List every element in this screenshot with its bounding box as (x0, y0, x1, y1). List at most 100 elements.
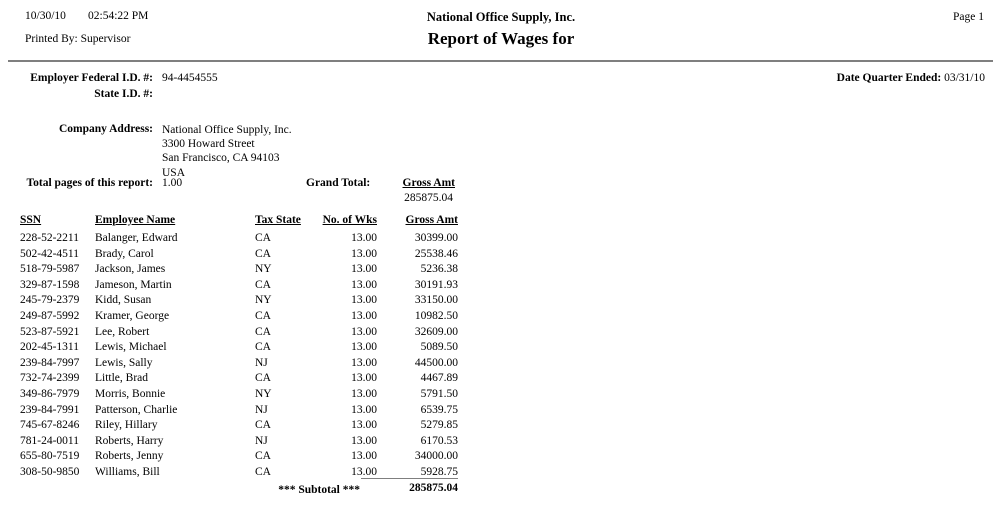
gross-amt-cell: 5791.50 (420, 387, 458, 400)
employee-table-body: 228-52-2211 Balanger, Edward CA 13.00 30399.… (20, 231, 458, 481)
weeks-cell: 13.00 (351, 263, 377, 276)
company-address-line: USA (162, 166, 186, 179)
weeks-cell: 13.00 (351, 434, 377, 447)
ssn-cell: 502-42-4511 (20, 247, 79, 260)
grand-total-value: 285875.04 (404, 192, 453, 204)
subtotal-label: *** Subtotal *** (278, 484, 360, 496)
tax-state-cell: CA (255, 232, 271, 244)
tax-state-cell: NJ (255, 356, 268, 369)
tax-state-cell: CA (255, 341, 271, 354)
weeks-column-header: No. of Wks (322, 214, 377, 226)
ssn-cell: 349-86-7979 (20, 387, 80, 400)
ssn-cell: 655-80-7519 (20, 450, 80, 463)
report-header: National Office Supply, Inc. Report of W… (0, 10, 1002, 49)
tax-state-cell: CA (255, 309, 271, 322)
gross-amt-cell: 30399.00 (414, 232, 458, 244)
employee-name-cell: Balanger, Edward (95, 232, 178, 244)
table-row: 523-87-5921 Lee, Robert CA 13.00 32609.00 (20, 325, 458, 341)
employee-name-cell: Jackson, James (95, 263, 166, 276)
table-row: 655-80-7519 Roberts, Jenny CA 13.00 34000.00 (20, 449, 458, 465)
weeks-cell: 13.00 (351, 356, 377, 369)
table-row: 781-24-0011 Roberts, Harry NJ 13.00 6170.53 (20, 434, 458, 450)
table-row: 245-79-2379 Kidd, Susan NY 13.00 33150.00 (20, 293, 458, 309)
weeks-cell: 13.00 (351, 278, 377, 291)
weeks-cell: 13.00 (351, 294, 377, 307)
weeks-cell: 13.00 (351, 325, 377, 338)
table-row: 228-52-2211 Balanger, Edward CA 13.00 30399.… (20, 231, 458, 247)
print-date: 10/30/10 (25, 10, 66, 22)
page-number: Page 1 (953, 11, 984, 23)
company-address: National Office Supply, Inc. 3300 Howard… (162, 123, 292, 180)
employee-name-cell: Roberts, Jenny (95, 450, 164, 463)
employee-table-header: SSN Employee Name Tax State No. of Wks G… (20, 214, 458, 230)
gross-amt-cell: 5928.75 (420, 465, 458, 478)
table-row: 732-74-2399 Little, Brad CA 13.00 4467.89 (20, 371, 458, 387)
table-row: 239-84-7997 Lewis, Sally NJ 13.00 44500.00 (20, 356, 458, 372)
subtotal-value: 285875.04 (361, 478, 458, 494)
employee-name-cell: Lee, Robert (95, 325, 150, 338)
gross-amt-cell: 30191.93 (414, 278, 458, 291)
ssn-cell: 228-52-2211 (20, 232, 79, 244)
ssn-cell: 308-50-9850 (20, 465, 80, 478)
tax-state-cell: CA (255, 325, 271, 338)
weeks-cell: 13.00 (351, 232, 377, 244)
employee-name-cell: Lewis, Michael (95, 341, 167, 354)
ssn-cell: 523-87-5921 (20, 325, 80, 338)
printed-by-label: Printed By: (25, 33, 78, 45)
ssn-cell: 249-87-5992 (20, 309, 80, 322)
date-quarter-ended: Date Quarter Ended: 03/31/10 (837, 72, 985, 84)
employee-name-cell: Brady, Carol (95, 247, 154, 260)
state-id-label: State I.D. #: (94, 88, 153, 100)
employee-name-cell: Roberts, Harry (95, 434, 164, 447)
ssn-column-header: SSN (20, 214, 42, 226)
gross-amt-cell: 32609.00 (414, 325, 458, 338)
company-address-line: San Francisco, CA 94103 (162, 152, 280, 165)
table-row: 202-45-1311 Lewis, Michael CA 13.00 5089.50 (20, 340, 458, 356)
gross-amt-cell: 5279.85 (420, 419, 458, 432)
header-divider (8, 60, 993, 62)
gross-amt-column-header: Gross Amt (405, 214, 459, 226)
company-address-label: Company Address: (58, 123, 153, 135)
weeks-cell: 13.00 (351, 387, 377, 400)
employee-table: SSN Employee Name Tax State No. of Wks G… (20, 214, 458, 481)
gross-amt-cell: 5236.38 (420, 263, 458, 276)
weeks-cell: 13.00 (351, 465, 377, 478)
ssn-cell: 329-87-1598 (20, 278, 80, 291)
table-row: 745-67-8246 Riley, Hillary CA 13.00 5279.85 (20, 418, 458, 434)
company-address-line: 3300 Howard Street (162, 138, 255, 151)
tax-state-cell: CA (255, 419, 271, 432)
gross-amt-cell: 10982.50 (414, 309, 458, 322)
tax-state-cell: NY (255, 294, 272, 307)
employee-name-cell: Little, Brad (95, 372, 149, 385)
ssn-cell: 745-67-8246 (20, 419, 80, 432)
table-row: 502-42-4511 Brady, Carol CA 13.00 25538.46 (20, 247, 458, 263)
gross-amt-cell: 25538.46 (414, 247, 458, 260)
tax-state-column-header: Tax State (255, 214, 301, 226)
table-row: 329-87-1598 Jameson, Martin CA 13.00 30191.9… (20, 278, 458, 294)
gross-amt-cell: 6170.53 (420, 434, 458, 447)
ssn-cell: 202-45-1311 (20, 341, 79, 354)
table-row: 249-87-5992 Kramer, George CA 13.00 10982.50 (20, 309, 458, 325)
gross-amt-cell: 33150.00 (414, 294, 458, 307)
table-row: 239-84-7991 Patterson, Charlie NJ 13.00 6539… (20, 403, 458, 419)
weeks-cell: 13.00 (351, 450, 377, 463)
tax-state-cell: NJ (255, 403, 268, 416)
employee-name-cell: Kramer, George (95, 309, 170, 322)
weeks-cell: 13.00 (351, 309, 377, 322)
company-name: National Office Supply, Inc. (426, 10, 576, 24)
weeks-cell: 13.00 (351, 247, 377, 260)
report-title: Report of Wages for (427, 29, 575, 48)
table-row: 308-50-9850 Williams, Bill CA 13.00 5928.75 (20, 465, 458, 481)
ssn-cell: 245-79-2379 (20, 294, 80, 307)
weeks-cell: 13.00 (351, 372, 377, 385)
weeks-cell: 13.00 (351, 341, 377, 354)
print-time: 02:54:22 PM (88, 10, 149, 22)
employee-name-cell: Lewis, Sally (95, 356, 153, 369)
weeks-cell: 13.00 (351, 403, 377, 416)
ssn-cell: 239-84-7997 (20, 356, 80, 369)
date-quarter-ended-value: 03/31/10 (944, 72, 985, 84)
gross-amt-cell: 6539.75 (420, 403, 458, 416)
tax-state-cell: CA (255, 278, 271, 291)
tax-state-cell: CA (255, 247, 271, 260)
tax-state-cell: CA (255, 465, 271, 478)
